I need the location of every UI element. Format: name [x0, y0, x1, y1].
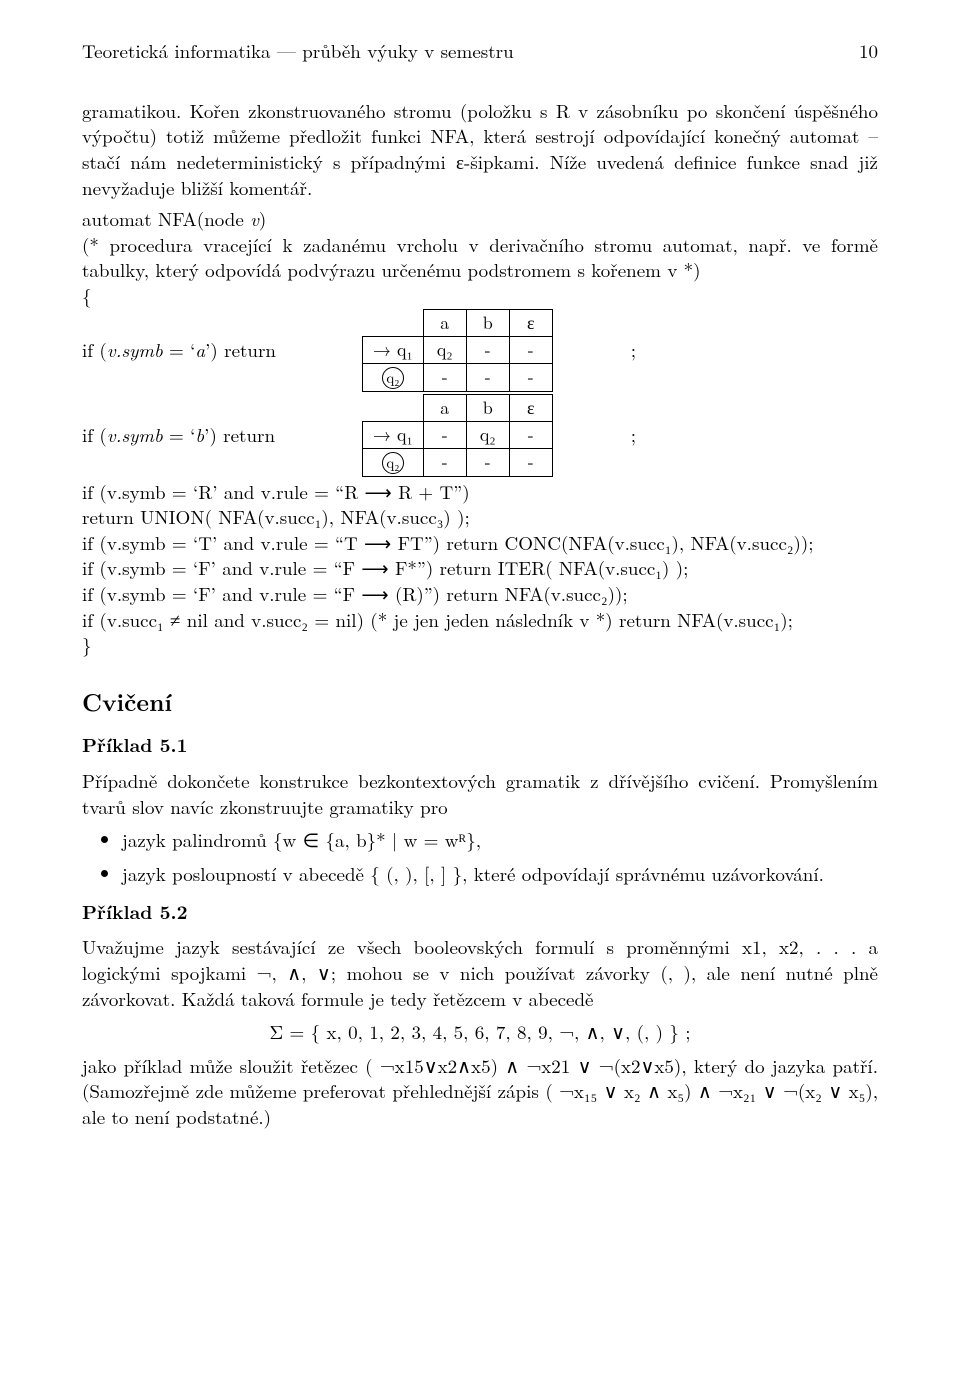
ta-r2c3: - — [509, 364, 552, 391]
p51-text: Případně dokončete konstrukce bezkontext… — [82, 768, 878, 819]
p52-text2: jako příklad může sloužit řetězec ( ¬x15… — [82, 1053, 878, 1130]
brace-close: } — [82, 632, 878, 658]
algo-l5: if (v.symb = ‘F’ and v.rule = “F ⟶ (R)”)… — [82, 581, 878, 607]
semi-b: ; — [631, 422, 636, 448]
col-b2: b — [466, 394, 509, 421]
tb-r1c0: → q₁ — [363, 421, 424, 448]
tb-r1c1: - — [423, 421, 466, 448]
col-b: b — [466, 309, 509, 336]
p51-bullet-1: jazyk palindromů {w ∈ {a, b}* | w = wᴿ}, — [122, 827, 878, 853]
brace-open: { — [82, 283, 878, 309]
tb-r2c2: - — [466, 449, 509, 476]
ta-r1c1: q₂ — [423, 337, 466, 364]
section-cviceni: Cvičení — [82, 686, 878, 718]
running-header: Teoretická informatika — průběh výuky v … — [82, 38, 878, 64]
if-a-label: if (v.symb = ‘a’) return — [82, 337, 292, 363]
ta-r1c2: - — [466, 337, 509, 364]
algo-comment: (* procedura vracející k zadanému vrchol… — [82, 232, 878, 283]
nfa-table-b: a b ε → q₁ - q₂ - q₂ - - - — [362, 394, 553, 477]
p51-bullets: jazyk palindromů {w ∈ {a, b}* | w = wᴿ},… — [82, 827, 878, 886]
paragraph-1: gramatikou. Kořen zkonstruovaného stromu… — [82, 98, 878, 201]
p51-bullet-2: jazyk posloupností v abecedě { (, ), [, … — [122, 861, 878, 887]
col-a2: a — [423, 394, 466, 421]
ta-r2c1: - — [423, 364, 466, 391]
algo-l4: if (v.symb = ‘F’ and v.rule = “F ⟶ F*”) … — [82, 555, 878, 581]
col-eps: ε — [509, 309, 552, 336]
if-b-row: if (v.symb = ‘b’) return a b ε → q₁ - q₂… — [82, 394, 878, 477]
algo-header: automat NFA(node v) — [82, 206, 878, 232]
tb-r1c3: - — [509, 421, 552, 448]
if-b-label: if (v.symb = ‘b’) return — [82, 422, 292, 448]
heading-priklad-5-2: Příklad 5.2 — [82, 899, 878, 925]
p52-text1: Uvažujme jazyk sestávající ze všech bool… — [82, 934, 878, 1011]
heading-priklad-5-1: Příklad 5.1 — [82, 732, 878, 758]
algo-l6: if (v.succ₁ ≠ nil and v.succ₂ = nil) (* … — [82, 607, 878, 633]
nfa-table-a: a b ε → q₁ q₂ - - q₂ - - - — [362, 309, 553, 392]
algo-l3: if (v.symb = ‘T’ and v.rule = “T ⟶ FT”) … — [82, 530, 878, 556]
sigma-equation: Σ = { x, 0, 1, 2, 3, 4, 5, 6, 7, 8, 9, ¬… — [82, 1019, 878, 1045]
ta-r1c0: → q₁ — [363, 337, 424, 364]
if-a-row: if (v.symb = ‘a’) return a b ε → q₁ q₂ -… — [82, 309, 878, 392]
ta-r1c3: - — [509, 337, 552, 364]
semi-a: ; — [631, 337, 636, 363]
page: Teoretická informatika — průběh výuky v … — [0, 0, 960, 1376]
header-title: Teoretická informatika — průběh výuky v … — [82, 38, 514, 64]
tb-r2c3: - — [509, 449, 552, 476]
page-number: 10 — [859, 38, 878, 64]
algo-l2: return UNION( NFA(v.succ₁), NFA(v.succ₃)… — [82, 504, 878, 530]
algo-l1: if (v.symb = ‘R’ and v.rule = “R ⟶ R + T… — [82, 479, 878, 505]
ta-r2-state: q₂ — [363, 364, 424, 391]
ta-r2c2: - — [466, 364, 509, 391]
col-a: a — [423, 309, 466, 336]
tb-r2-state: q₂ — [363, 449, 424, 476]
col-eps2: ε — [509, 394, 552, 421]
tb-r1c2: q₂ — [466, 421, 509, 448]
tb-r2c1: - — [423, 449, 466, 476]
